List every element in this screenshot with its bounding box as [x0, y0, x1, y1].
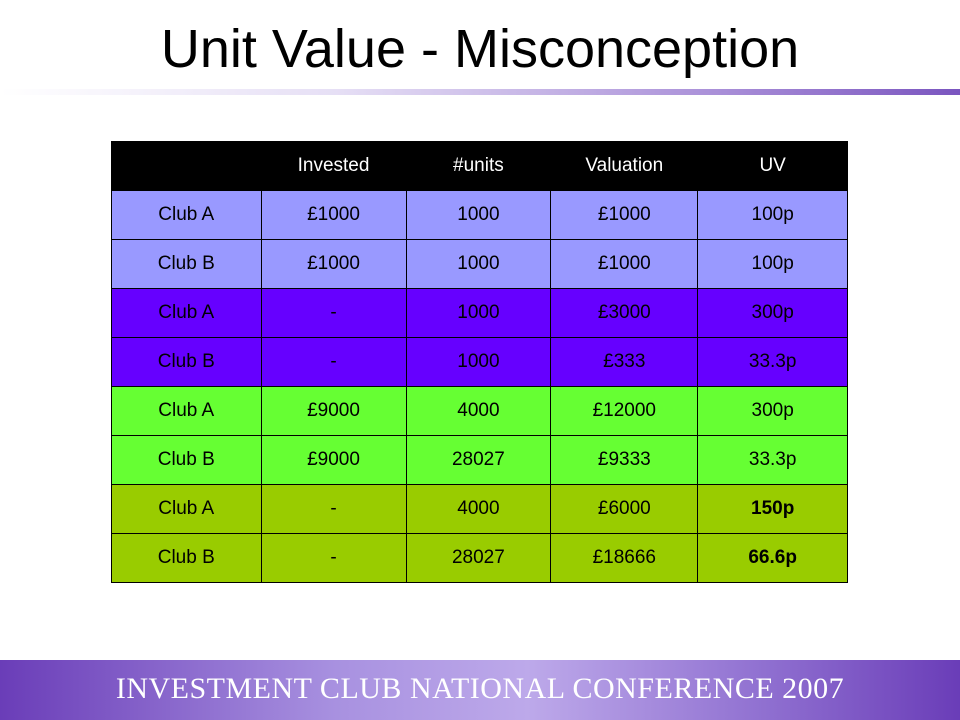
invested-cell: £9000: [260, 435, 407, 485]
unit-value-table: Invested #units Valuation UV Club A £100…: [111, 141, 848, 583]
valuation-cell: £333: [550, 337, 699, 387]
header-cell-units: #units: [405, 141, 552, 191]
header-cell-invested: Invested: [260, 141, 407, 191]
row-label: Club B: [111, 533, 262, 583]
row-label: Club B: [111, 239, 262, 289]
uv-cell: 33.3p: [697, 435, 848, 485]
invested-cell: -: [260, 337, 407, 387]
title-divider: [0, 89, 960, 95]
row-label: Club B: [111, 435, 262, 485]
units-cell: 1000: [405, 337, 552, 387]
header-cell-valuation: Valuation: [550, 141, 699, 191]
footer-text: INVESTMENT CLUB NATIONAL CONFERENCE 2007: [115, 672, 845, 705]
invested-cell: -: [260, 484, 407, 534]
table-row: Club B - 1000 £333 33.3p: [111, 337, 848, 387]
invested-cell: £1000: [260, 239, 407, 289]
valuation-cell: £3000: [550, 288, 699, 338]
units-cell: 28027: [405, 533, 552, 583]
valuation-cell: £18666: [550, 533, 699, 583]
uv-cell: 300p: [697, 288, 848, 338]
footer-banner: INVESTMENT CLUB NATIONAL CONFERENCE 2007: [0, 660, 960, 720]
header-cell-club: [111, 141, 262, 191]
uv-cell: 33.3p: [697, 337, 848, 387]
slide-title: Unit Value - Misconception: [160, 19, 800, 79]
row-label: Club A: [111, 386, 262, 436]
invested-cell: -: [260, 533, 407, 583]
invested-cell: -: [260, 288, 407, 338]
invested-cell: £1000: [260, 190, 407, 240]
valuation-cell: £12000: [550, 386, 699, 436]
uv-cell: 150p: [697, 484, 848, 534]
table-header-row: Invested #units Valuation UV: [111, 141, 848, 191]
units-cell: 1000: [405, 288, 552, 338]
table-row: Club A £9000 4000 £12000 300p: [111, 386, 848, 436]
valuation-cell: £6000: [550, 484, 699, 534]
row-label: Club A: [111, 190, 262, 240]
table-row: Club B £9000 28027 £9333 33.3p: [111, 435, 848, 485]
uv-cell: 100p: [697, 239, 848, 289]
uv-cell: 66.6p: [697, 533, 848, 583]
row-label: Club A: [111, 288, 262, 338]
table-row: Club A - 1000 £3000 300p: [111, 288, 848, 338]
units-cell: 4000: [405, 386, 552, 436]
valuation-cell: £9333: [550, 435, 699, 485]
units-cell: 1000: [405, 190, 552, 240]
units-cell: 28027: [405, 435, 552, 485]
table-row: Club A £1000 1000 £1000 100p: [111, 190, 848, 240]
header-cell-uv: UV: [697, 141, 848, 191]
uv-cell: 100p: [697, 190, 848, 240]
uv-cell: 300p: [697, 386, 848, 436]
valuation-cell: £1000: [550, 190, 699, 240]
table-row: Club A - 4000 £6000 150p: [111, 484, 848, 534]
table-row: Club B - 28027 £18666 66.6p: [111, 533, 848, 583]
units-cell: 4000: [405, 484, 552, 534]
row-label: Club B: [111, 337, 262, 387]
row-label: Club A: [111, 484, 262, 534]
valuation-cell: £1000: [550, 239, 699, 289]
table-row: Club B £1000 1000 £1000 100p: [111, 239, 848, 289]
invested-cell: £9000: [260, 386, 407, 436]
units-cell: 1000: [405, 239, 552, 289]
